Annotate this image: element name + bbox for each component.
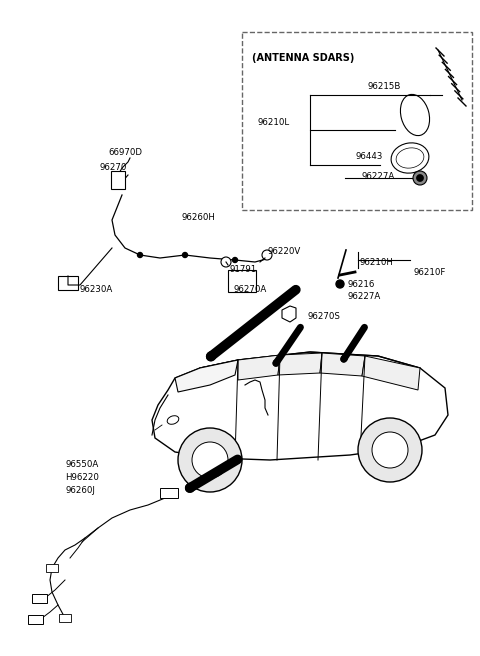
Circle shape [221, 257, 231, 267]
Text: 96210L: 96210L [258, 118, 290, 127]
Circle shape [182, 253, 188, 258]
Text: 96216: 96216 [348, 280, 375, 289]
Text: (ANTENNA SDARS): (ANTENNA SDARS) [252, 53, 354, 63]
Polygon shape [282, 306, 296, 322]
Circle shape [232, 258, 238, 262]
Ellipse shape [167, 416, 179, 424]
Text: 96443: 96443 [355, 152, 383, 161]
Polygon shape [362, 356, 420, 390]
Circle shape [178, 428, 242, 492]
Bar [59, 614, 71, 622]
Circle shape [137, 253, 143, 258]
Polygon shape [278, 353, 322, 375]
Text: 96210F: 96210F [413, 268, 445, 277]
Text: 96215B: 96215B [367, 82, 400, 91]
Ellipse shape [400, 94, 430, 136]
Text: 96550A: 96550A [65, 460, 98, 469]
Polygon shape [238, 355, 280, 380]
Text: 96227A: 96227A [362, 172, 395, 181]
Polygon shape [320, 353, 365, 376]
Ellipse shape [391, 143, 429, 173]
Text: 96210H: 96210H [360, 258, 394, 267]
Bar [228, 270, 256, 292]
Circle shape [413, 171, 427, 185]
Text: 66970D: 66970D [108, 148, 142, 157]
Bar [28, 615, 43, 624]
Text: 96220V: 96220V [267, 247, 300, 256]
Polygon shape [152, 352, 448, 460]
Text: 96260J: 96260J [65, 486, 95, 495]
Bar [32, 594, 47, 603]
Circle shape [417, 174, 423, 182]
Bar [160, 488, 178, 498]
Bar [242, 32, 472, 210]
Circle shape [336, 280, 344, 288]
Text: 91791: 91791 [230, 265, 257, 274]
Bar [58, 276, 78, 290]
Circle shape [192, 442, 228, 478]
Polygon shape [175, 360, 238, 392]
Text: 96227A: 96227A [348, 292, 381, 301]
Circle shape [358, 418, 422, 482]
Bar [46, 564, 58, 572]
Text: 96270: 96270 [100, 163, 127, 172]
Text: 96260H: 96260H [182, 213, 216, 222]
Text: 96270A: 96270A [233, 285, 266, 294]
Text: 96230A: 96230A [80, 285, 113, 294]
Circle shape [262, 250, 272, 260]
Circle shape [372, 432, 408, 468]
Text: 96270S: 96270S [308, 312, 341, 321]
Bar [111, 171, 125, 189]
Text: H96220: H96220 [65, 473, 99, 482]
